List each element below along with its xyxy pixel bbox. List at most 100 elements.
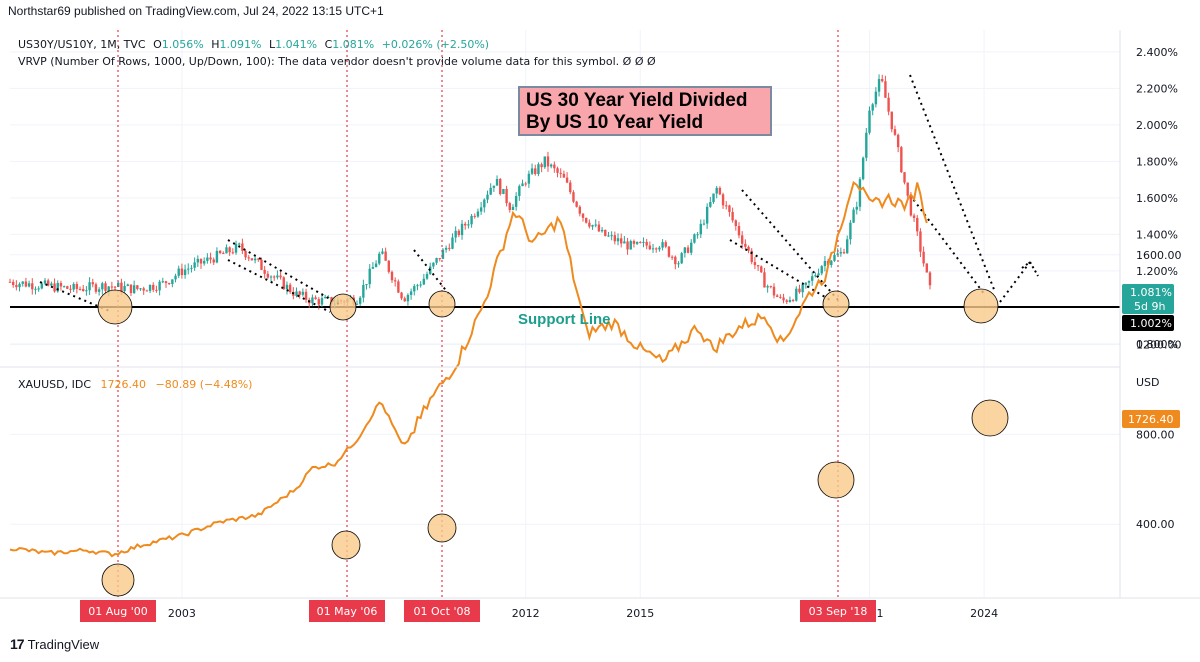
- highlight-circle: [817, 461, 855, 499]
- candle-body: [247, 257, 250, 259]
- candle-body: [158, 281, 161, 291]
- candle-body: [419, 284, 422, 286]
- candle-body: [744, 243, 747, 247]
- candle-body: [788, 299, 792, 302]
- candle-body: [196, 258, 200, 263]
- trend-dotted-line: [413, 249, 453, 299]
- candle-body: [756, 265, 760, 267]
- candle-body: [884, 81, 887, 98]
- candle-body: [868, 110, 871, 133]
- candle-body: [753, 262, 757, 266]
- candle-body: [448, 247, 451, 249]
- candle-body: [117, 282, 120, 287]
- close-value: 1.081%: [332, 38, 375, 51]
- candle-body: [101, 283, 104, 290]
- candle-body: [524, 183, 527, 185]
- candle-body: [171, 279, 174, 284]
- candle-body: [187, 268, 190, 270]
- highlight-circle: [101, 563, 135, 597]
- candle-body: [680, 253, 683, 264]
- candle-body: [591, 225, 594, 227]
- candle-body: [511, 206, 515, 211]
- candle-body: [559, 172, 562, 174]
- candle-body: [467, 224, 470, 226]
- date-marker: [800, 600, 876, 622]
- candle-body: [842, 252, 846, 254]
- candle-body: [874, 91, 878, 105]
- candle-body: [782, 297, 785, 301]
- candle-body: [795, 288, 798, 301]
- trend-dotted-line: [999, 261, 1031, 303]
- candle-body: [696, 234, 699, 236]
- candle-body: [260, 259, 263, 270]
- candle-body: [584, 217, 588, 223]
- candle-body: [569, 182, 572, 193]
- candle-body: [403, 298, 406, 302]
- candle-body: [928, 272, 932, 286]
- price-tick: 400.00: [1136, 518, 1175, 531]
- date-marker: [309, 600, 385, 622]
- candle-body: [623, 241, 626, 244]
- candle-body: [53, 283, 56, 292]
- candle-body: [865, 132, 868, 158]
- candle-body: [731, 211, 734, 221]
- title-line-2: By US 10 Year Yield: [526, 112, 704, 133]
- candle-body: [909, 195, 913, 216]
- candle-body: [849, 222, 852, 240]
- candle-body: [852, 209, 855, 223]
- candle-body: [881, 79, 884, 82]
- candle-body: [164, 281, 168, 284]
- candle-body: [413, 286, 416, 292]
- candle-body: [152, 284, 155, 290]
- candle-body: [257, 258, 260, 260]
- candle-body: [575, 201, 578, 207]
- candle-body: [378, 253, 381, 264]
- candle-body: [807, 280, 811, 283]
- candle-body: [269, 276, 273, 278]
- candle-body: [492, 185, 496, 188]
- candle-body: [521, 183, 524, 187]
- candle-body: [8, 281, 12, 283]
- candle-body: [72, 283, 75, 290]
- candle-body: [320, 298, 324, 305]
- trend-dotted-line: [227, 239, 343, 307]
- candle-body: [362, 284, 365, 298]
- candle-body: [276, 275, 279, 278]
- candle-body: [553, 164, 556, 169]
- candle-body: [454, 230, 457, 238]
- candle-body: [295, 291, 298, 296]
- candle-body: [301, 291, 305, 295]
- candle-body: [397, 281, 400, 293]
- date-marker-label: 01 Oct '08: [413, 605, 470, 618]
- candle-body: [610, 235, 613, 237]
- candle-body: [817, 273, 820, 276]
- close-label: C: [324, 38, 333, 51]
- support-price-tag: [1122, 315, 1174, 331]
- candle-body: [218, 250, 222, 254]
- candle-body: [15, 284, 18, 288]
- candle-body: [215, 250, 219, 263]
- candle-body: [183, 269, 187, 276]
- candle-body: [317, 299, 320, 305]
- candle-body: [358, 297, 362, 304]
- candle-body: [193, 262, 196, 268]
- candle-body: [82, 289, 85, 292]
- candle-body: [747, 246, 750, 251]
- candle-body: [279, 275, 282, 278]
- highlight-circle: [331, 530, 361, 560]
- candle-body: [661, 242, 664, 248]
- candle-body: [737, 226, 741, 236]
- candle-body: [912, 215, 916, 218]
- candle-body: [616, 238, 620, 242]
- candle-body: [18, 283, 21, 288]
- candle-body: [180, 268, 184, 276]
- high-label: H: [211, 38, 220, 51]
- candle-body: [222, 253, 225, 255]
- title-line-1: US 30 Year Yield Divided: [526, 90, 748, 111]
- candle-body: [607, 235, 610, 237]
- candle-body: [78, 288, 82, 290]
- candle-body: [721, 194, 725, 206]
- highlight-circle: [971, 399, 1009, 437]
- price-tick: 2.200%: [1136, 82, 1178, 95]
